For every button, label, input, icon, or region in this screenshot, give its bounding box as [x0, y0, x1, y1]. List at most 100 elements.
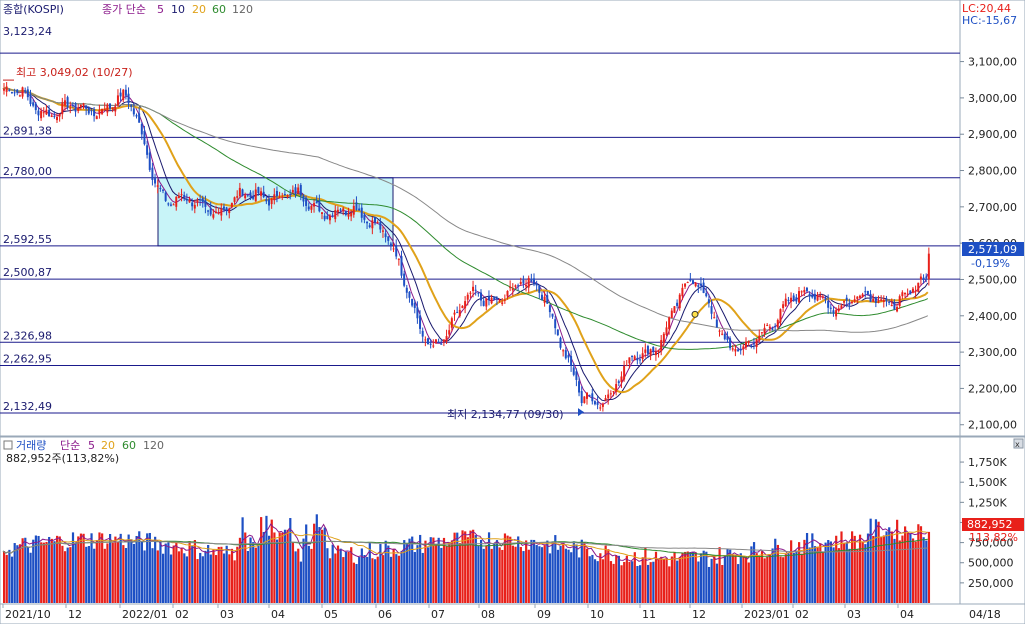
candle-body: [342, 208, 345, 212]
volume-bar: [490, 548, 493, 603]
candle-body: [419, 315, 422, 329]
candle-body: [572, 367, 575, 375]
candle-body: [183, 194, 186, 197]
candle-body: [758, 335, 761, 341]
candle-body: [262, 191, 265, 198]
time-tick-label-5: 04: [271, 608, 285, 621]
volume-bar: [758, 556, 761, 603]
candle-body: [665, 327, 668, 336]
candle-body: [798, 291, 800, 303]
volume-bar: [442, 537, 446, 603]
candle-body: [225, 207, 228, 211]
volume-bar: [82, 533, 85, 603]
volume-bar: [114, 536, 117, 603]
price-tick-label-7: 2,400,00: [968, 310, 1017, 323]
volume-bar: [639, 565, 642, 603]
candle-body: [805, 287, 808, 292]
volume-bar: [546, 540, 549, 603]
price-tick-label-6: 2,500,00: [968, 273, 1017, 286]
candle-body: [331, 215, 334, 217]
candle-body: [281, 196, 284, 198]
volume-bar: [371, 558, 374, 603]
volume-bar: [620, 565, 623, 603]
ma-legend-20: 20: [192, 3, 206, 16]
volume-panel-close-button[interactable]: [1013, 438, 1024, 449]
volume-bar: [297, 548, 300, 603]
candle-body: [824, 297, 827, 300]
volume-bar: [366, 556, 369, 603]
volume-bar: [882, 535, 885, 603]
volume-bar: [376, 556, 379, 603]
volume-bar: [238, 537, 242, 603]
candle-body: [101, 108, 104, 114]
candle-body: [570, 356, 573, 366]
candle-body: [607, 394, 610, 399]
candle-body: [586, 392, 588, 399]
volume-bar: [612, 563, 615, 603]
volume-bar: [705, 551, 708, 603]
candle-body: [366, 221, 369, 224]
candle-body: [302, 195, 305, 202]
volume-bar: [122, 545, 125, 603]
candle-body: [819, 295, 822, 297]
volume-bar: [450, 540, 454, 603]
candle-body: [416, 307, 419, 319]
price-tick-label-9: 2,200,00: [968, 382, 1017, 395]
volume-bar: [74, 542, 77, 603]
volume-bar: [599, 553, 602, 603]
candle-body: [246, 194, 249, 196]
candle-body: [527, 278, 530, 288]
candle-body: [291, 189, 294, 193]
candle-body: [533, 278, 535, 284]
candle-body: [604, 398, 607, 401]
candle-body: [196, 200, 199, 203]
candle-body: [752, 343, 755, 345]
candle-body: [228, 208, 231, 214]
volume-bar: [731, 555, 734, 603]
candle-body: [85, 105, 88, 109]
volume-bar: [927, 531, 931, 603]
volume-bar: [874, 519, 878, 603]
candle-body: [803, 290, 806, 293]
candle-body: [376, 221, 379, 223]
volume-last-value: 882,952: [967, 518, 1013, 531]
last-change: -0,19%: [971, 257, 1010, 270]
candle-body: [774, 325, 777, 327]
volume-bar: [201, 556, 204, 603]
price-tick-label-4: 2,700,00: [968, 201, 1017, 214]
candle-body: [649, 349, 652, 356]
volume-bar: [837, 548, 840, 603]
volume-bar: [331, 544, 334, 603]
volume-ma-120: 120: [143, 439, 164, 452]
candle-body: [464, 301, 467, 309]
candle-body: [487, 296, 490, 301]
volume-bar: [811, 533, 814, 603]
candle-body: [257, 187, 260, 193]
volume-bar: [768, 554, 772, 603]
candle-body: [363, 214, 366, 220]
time-tick-label-16: 03: [847, 608, 861, 621]
volume-bar: [662, 558, 666, 603]
candle-body: [670, 310, 673, 318]
time-tick-label-9: 08: [481, 608, 495, 621]
volume-bar: [175, 542, 178, 603]
candle-body: [522, 279, 525, 284]
candle-body: [172, 204, 175, 206]
volume-bar: [729, 549, 732, 603]
candle-body: [103, 108, 106, 111]
candle-body: [140, 124, 143, 135]
candle-body: [800, 291, 803, 293]
volume-bar: [217, 546, 220, 603]
volume-bar: [522, 551, 525, 603]
volume-bar: [795, 550, 798, 603]
volume-bar: [856, 548, 859, 603]
volume-bar: [615, 555, 618, 603]
candle-body: [16, 89, 19, 93]
volume-last-ratio: 113,82%: [969, 531, 1018, 544]
candle-body: [180, 194, 183, 196]
volume-bar: [646, 564, 650, 603]
volume-bar: [222, 553, 226, 603]
candle-body: [159, 188, 162, 190]
candle-body: [397, 258, 400, 260]
